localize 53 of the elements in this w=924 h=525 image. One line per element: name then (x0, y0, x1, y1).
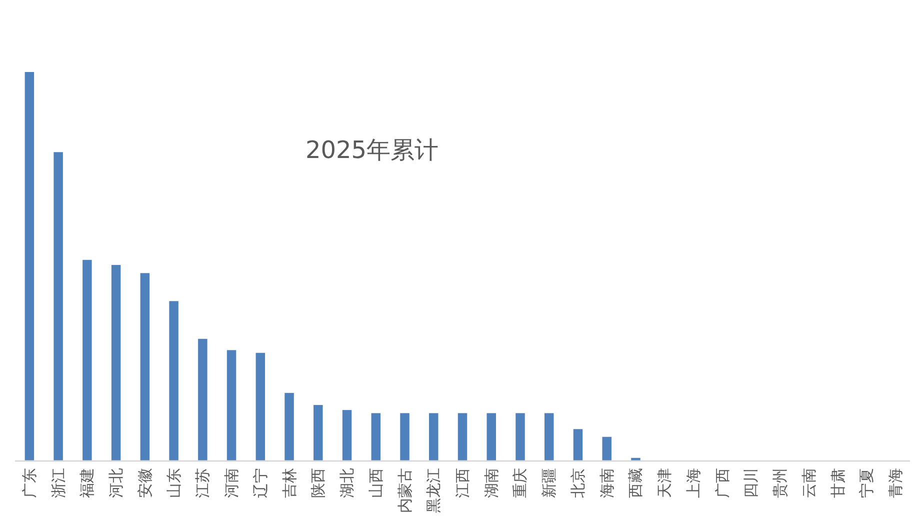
x-tick-label: 甘肃 (828, 468, 847, 498)
x-tick-label: 西藏 (626, 468, 645, 498)
bar (54, 152, 63, 461)
x-tick-label: 宁夏 (858, 468, 876, 498)
x-tick-label: 浙江 (49, 468, 68, 498)
bar (314, 404, 323, 461)
bar (24, 72, 34, 461)
text: 2025年累计 (305, 136, 439, 164)
x-tick-label: 广东 (20, 468, 38, 498)
bar (516, 413, 525, 461)
x-tick-label: 上海 (684, 468, 702, 498)
x-tick-label: 山西 (366, 468, 385, 498)
bar (198, 338, 208, 461)
x-tick-label: 天津 (656, 468, 674, 498)
bar (400, 413, 410, 461)
x-tick-label: 辽宁 (251, 468, 270, 498)
x-tick-label: 重庆 (511, 468, 530, 498)
x-tick-label: 江西 (454, 468, 472, 498)
bar (342, 410, 352, 461)
bar (256, 352, 266, 461)
x-tick-label: 福建 (78, 468, 96, 498)
x-tick-label: 新疆 (540, 468, 558, 498)
bar (602, 436, 612, 461)
bar (111, 264, 121, 461)
bar (226, 350, 236, 461)
bar (544, 413, 554, 461)
bar (140, 273, 150, 461)
bar (371, 413, 381, 461)
x-tick-label: 山东 (164, 468, 183, 498)
x-tick-label: 吉林 (280, 468, 298, 498)
x-tick-label: 青海 (886, 468, 905, 498)
bar (429, 413, 438, 461)
bar (284, 392, 294, 461)
x-tick-label: 江苏 (194, 468, 212, 498)
x-tick-label: 黑龙江 (424, 468, 443, 513)
x-tick-label: 北京 (568, 468, 587, 498)
x-tick-label: 河北 (107, 468, 126, 498)
bar (82, 260, 92, 461)
x-tick-label: 安徽 (136, 468, 154, 498)
x-tick-label: 湖北 (338, 468, 356, 498)
x-tick-label: 海南 (598, 468, 616, 498)
bar (573, 429, 583, 461)
bar (169, 301, 178, 461)
x-tick-label: 湖南 (482, 468, 500, 498)
x-tick-label: 贵州 (771, 468, 790, 498)
bar (458, 413, 468, 461)
bar (486, 413, 496, 461)
x-tick-label: 广西 (713, 468, 732, 498)
x-tick-label: 云南 (800, 468, 818, 498)
x-tick-label: 河南 (222, 468, 241, 498)
x-tick-label: 四川 (742, 468, 760, 498)
x-tick-label: 陕西 (309, 468, 328, 498)
x-tick-label: 内蒙古 (396, 468, 414, 513)
